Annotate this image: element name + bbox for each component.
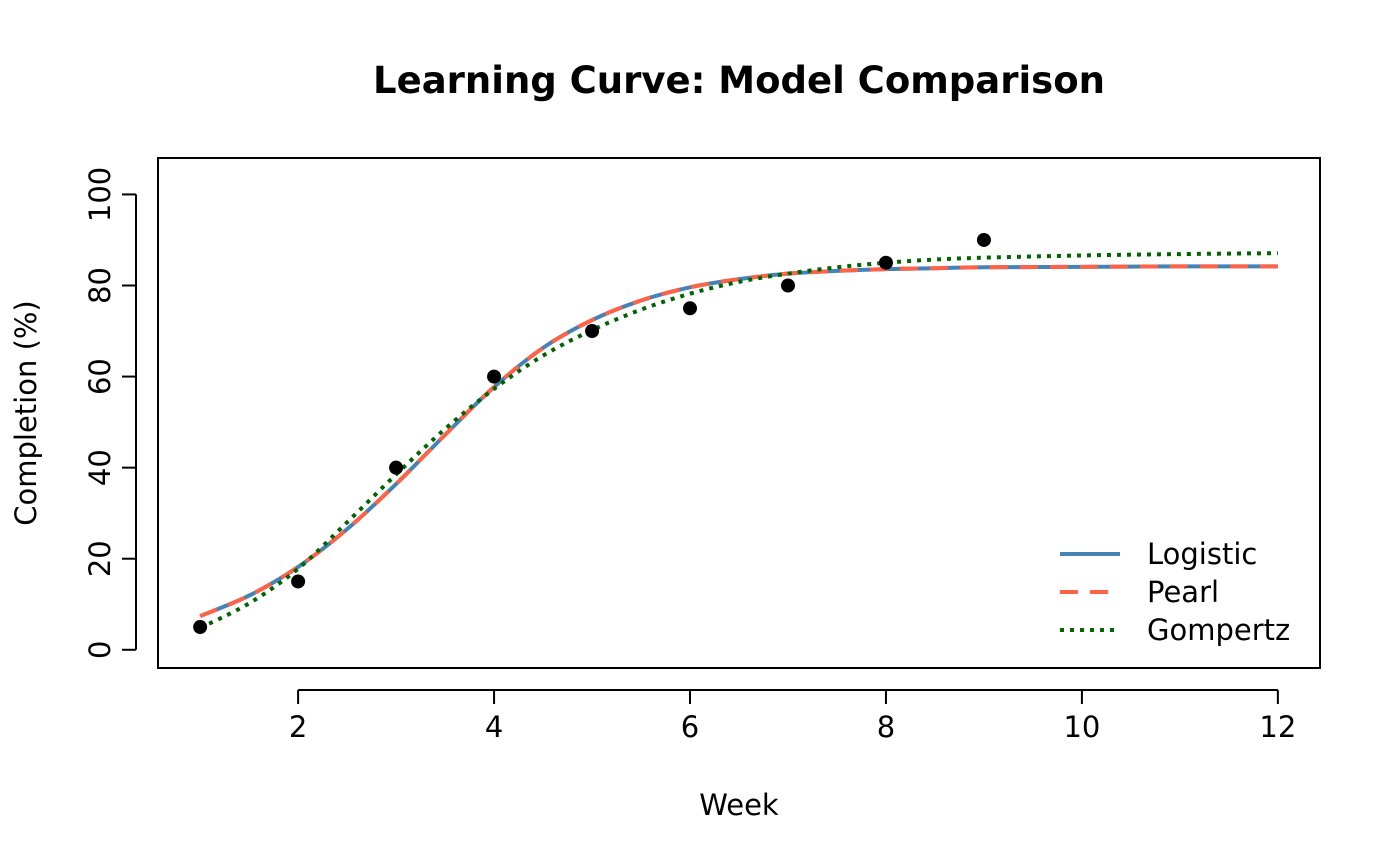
observed-point xyxy=(389,460,404,475)
x-tick-label: 2 xyxy=(289,710,307,744)
observed-point xyxy=(878,255,893,270)
series-layer xyxy=(199,251,1278,630)
x-axis-title: Week xyxy=(699,788,779,822)
series-line-logistic xyxy=(199,264,1278,618)
x-tick-label: 4 xyxy=(485,710,503,744)
chart-title: Learning Curve: Model Comparison xyxy=(373,59,1105,102)
series-line-gompertz xyxy=(199,251,1278,630)
x-tick-label: 6 xyxy=(681,710,699,744)
x-tick-label: 8 xyxy=(877,710,895,744)
y-tick-label: 100 xyxy=(83,167,117,222)
observed-point xyxy=(487,369,502,384)
series-line-pearl xyxy=(199,264,1278,618)
observed-point xyxy=(193,620,208,635)
observed-points xyxy=(193,232,991,635)
legend-label-logistic: Logistic xyxy=(1147,537,1257,571)
y-tick-label: 60 xyxy=(83,358,117,395)
x-tick-label: 10 xyxy=(1063,710,1100,744)
y-tick-label: 40 xyxy=(83,449,117,486)
x-tick-label: 12 xyxy=(1259,710,1296,744)
plot-frame xyxy=(157,157,1321,669)
observed-point xyxy=(585,324,600,339)
legend-label-pearl: Pearl xyxy=(1147,575,1219,609)
observed-point xyxy=(291,574,306,589)
observed-point xyxy=(780,278,795,293)
y-tick-label: 20 xyxy=(83,540,117,577)
legend: Logistic Pearl Gompertz xyxy=(1060,537,1290,647)
y-tick-label: 80 xyxy=(83,267,117,304)
x-axis: 2 4 6 8 10 12 xyxy=(289,689,1296,744)
observed-point xyxy=(683,301,698,316)
y-axis-title: Completion (%) xyxy=(9,300,43,526)
observed-point xyxy=(976,232,991,247)
legend-label-gompertz: Gompertz xyxy=(1147,613,1290,647)
y-axis: 0 20 40 60 80 100 xyxy=(83,167,137,659)
y-tick-label: 0 xyxy=(83,641,117,659)
